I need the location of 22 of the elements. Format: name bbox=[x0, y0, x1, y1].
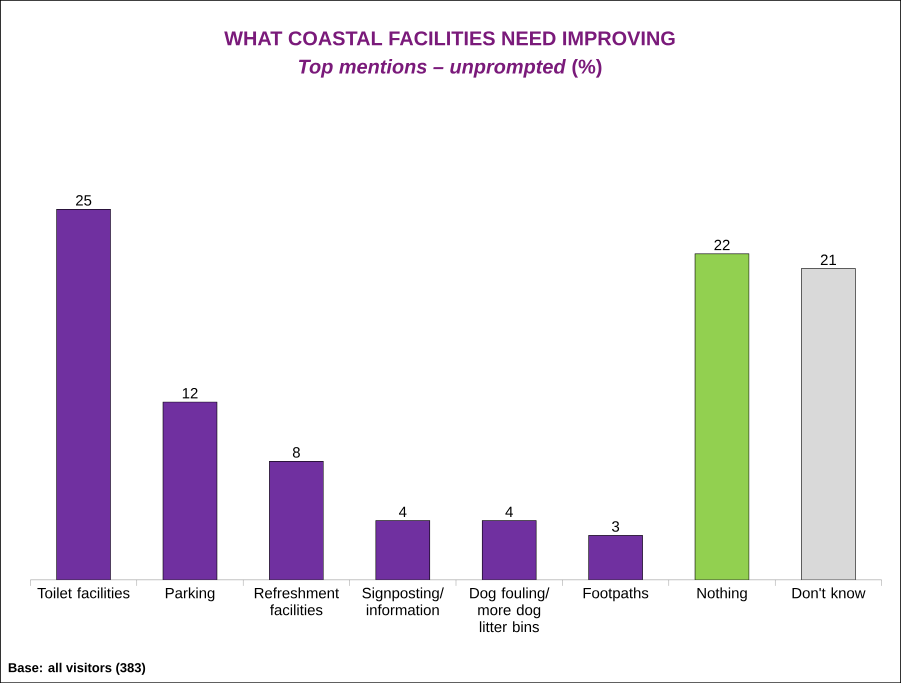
x-tick-label: Toilet facilities bbox=[37, 587, 130, 598]
data-label: 3 bbox=[612, 521, 620, 532]
data-label: 25 bbox=[76, 195, 92, 206]
x-tick-label: Nothing bbox=[697, 587, 747, 602]
x-tick-label: Dog fouling/ more dog litter bins bbox=[470, 587, 550, 632]
x-tick-label: Don't know bbox=[792, 587, 866, 598]
x-tick-label: Footpaths bbox=[584, 587, 648, 602]
data-label: 4 bbox=[398, 506, 407, 517]
data-label: 22 bbox=[714, 240, 730, 250]
data-label: 12 bbox=[182, 388, 198, 398]
data-label: 8 bbox=[292, 447, 300, 458]
data-label: 21 bbox=[820, 254, 836, 265]
bar bbox=[56, 208, 111, 580]
bar bbox=[694, 253, 750, 580]
chart-title: WHAT COASTAL FACILITIES NEED IMPROVING bbox=[224, 31, 675, 46]
x-tick-label: Parking bbox=[166, 587, 214, 602]
x-tick-label: Refreshment facilities bbox=[254, 587, 340, 616]
bar bbox=[269, 460, 324, 580]
text: Base: all visitors (383) bbox=[8, 662, 146, 675]
data-label: 4 bbox=[505, 506, 513, 517]
chart-subtitle: Top mentions – unprompted (%) bbox=[298, 58, 602, 78]
x-tick-label: Signposting/ information bbox=[362, 587, 444, 616]
